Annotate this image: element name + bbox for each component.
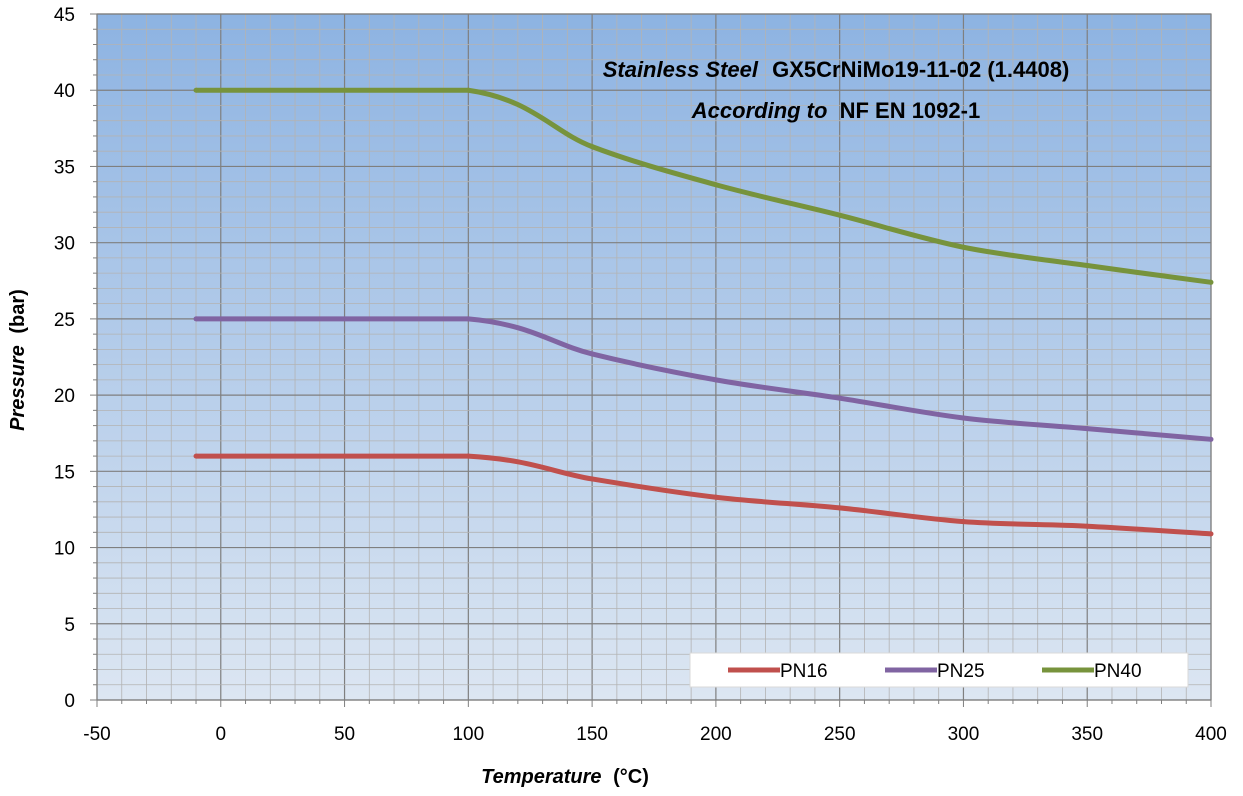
- y-tick-label: 30: [54, 234, 75, 255]
- x-axis-title-unit: (°C): [613, 766, 649, 788]
- chart-title-line2: According to NF EN 1092-1: [691, 98, 980, 123]
- data-point-pn25: [193, 316, 199, 322]
- x-tick-label: 250: [824, 724, 856, 745]
- x-tick-label: 300: [948, 724, 980, 745]
- plot-area: [97, 14, 1211, 700]
- data-point-pn16: [837, 505, 843, 511]
- y-tick-label: 5: [64, 615, 75, 636]
- data-point-pn25: [960, 415, 966, 421]
- legend: PN16 PN25 PN40: [689, 652, 1189, 688]
- data-point-pn40: [1208, 279, 1214, 285]
- y-axis-title-name: Pressure: [7, 345, 29, 431]
- series-layer: [193, 87, 1214, 537]
- y-axis-title-unit: (bar): [7, 289, 29, 333]
- data-point-pn16: [1084, 523, 1090, 529]
- y-tick-label: 20: [54, 386, 75, 407]
- x-tick-label: 400: [1195, 724, 1227, 745]
- chart-title-line1: Stainless Steel GX5CrNiMo19-11-02 (1.440…: [603, 57, 1070, 82]
- y-tick-label: 15: [54, 462, 75, 483]
- data-point-pn40: [713, 182, 719, 188]
- x-tick-label: 200: [700, 724, 732, 745]
- data-point-pn16: [1208, 531, 1214, 537]
- data-point-pn25: [1208, 436, 1214, 442]
- axis-tick-marks: [90, 13, 1212, 707]
- data-point-pn40: [589, 144, 595, 150]
- data-point-pn40: [837, 212, 843, 218]
- data-point-pn25: [465, 316, 471, 322]
- y-tick-label: 45: [54, 5, 75, 26]
- data-point-pn16: [713, 494, 719, 500]
- data-point-pn40: [193, 87, 199, 93]
- y-tick-label: 35: [54, 157, 75, 178]
- data-point-pn16: [465, 453, 471, 459]
- data-point-pn40: [465, 87, 471, 93]
- data-point-pn40: [1084, 263, 1090, 269]
- data-point-pn16: [193, 453, 199, 459]
- legend-label-pn25: PN25: [937, 661, 985, 682]
- legend-label-pn40: PN40: [1094, 661, 1142, 682]
- chart-title-material-type: Stainless Steel: [603, 57, 759, 82]
- y-tick-label: 40: [54, 81, 75, 102]
- y-tick-label: 25: [54, 310, 75, 331]
- x-tick-label: 0: [215, 724, 226, 745]
- y-tick-label: 0: [64, 691, 75, 712]
- data-point-pn25: [1084, 426, 1090, 432]
- data-point-pn40: [960, 244, 966, 250]
- data-point-pn25: [837, 395, 843, 401]
- chart-title-according: According to: [691, 98, 828, 123]
- x-tick-label: -50: [83, 724, 110, 745]
- chart-title-material-grade: GX5CrNiMo19-11-02 (1.4408): [772, 57, 1069, 82]
- x-tick-label: 100: [452, 724, 484, 745]
- legend-label-pn16: PN16: [780, 661, 828, 682]
- x-axis-title-name: Temperature: [481, 766, 601, 788]
- data-point-pn25: [713, 377, 719, 383]
- y-tick-label: 10: [54, 539, 75, 560]
- x-tick-label: 50: [334, 724, 355, 745]
- x-tick-label: 350: [1071, 724, 1103, 745]
- tick-labels: -50 0 50 100 150 200 250 300 350 400 0 5 10 15 20 25 30 3…: [54, 5, 1227, 745]
- plot-frame: [96, 13, 1212, 701]
- x-axis-title: Temperature (°C): [481, 766, 649, 788]
- chart-title-standard: NF EN 1092-1: [840, 98, 981, 123]
- data-point-pn25: [589, 351, 595, 357]
- data-point-pn16: [589, 476, 595, 482]
- data-point-pn16: [960, 519, 966, 525]
- y-axis-title: Pressure (bar): [7, 289, 29, 431]
- x-tick-label: 150: [576, 724, 608, 745]
